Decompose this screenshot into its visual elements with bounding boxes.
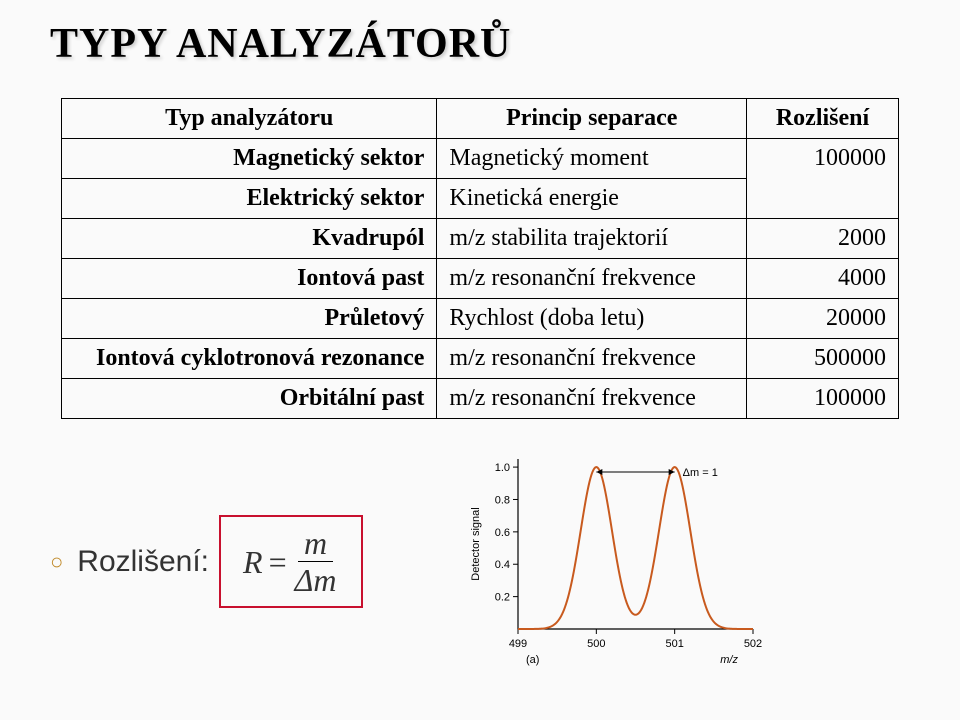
cell-principle: Magnetický moment: [437, 139, 747, 179]
bullet-label: Rozlišení:: [77, 545, 209, 579]
svg-text:0.2: 0.2: [494, 592, 509, 604]
svg-text:m/z: m/z: [720, 654, 738, 666]
equals-sign: =: [269, 546, 287, 578]
table-row: Magnetický sektor Magnetický moment 1000…: [62, 139, 899, 179]
cell-type: Průletový: [62, 299, 437, 339]
cell-principle: m/z resonanční frekvence: [437, 339, 747, 379]
svg-text:(a): (a): [526, 654, 539, 666]
svg-text:Detector signal: Detector signal: [470, 507, 482, 580]
svg-text:500: 500: [587, 638, 605, 650]
analyzer-table: Typ analyzátoru Princip separace Rozliše…: [61, 98, 899, 419]
table-row: Iontová past m/z resonanční frekvence 40…: [62, 259, 899, 299]
table-row: Orbitální past m/z resonanční frekvence …: [62, 379, 899, 419]
formula-denominator: Δm: [293, 562, 339, 596]
bullet-dot-icon: ○: [50, 549, 63, 575]
table-header-row: Typ analyzátoru Princip separace Rozliše…: [62, 99, 899, 139]
formula-lhs: R: [243, 546, 263, 578]
cell-type: Orbitální past: [62, 379, 437, 419]
table-row: Elektrický sektor Kinetická energie: [62, 179, 899, 219]
cell-resolution: 500000: [747, 339, 899, 379]
svg-text:502: 502: [743, 638, 761, 650]
formula-numerator: m: [298, 527, 333, 562]
svg-text:Δm = 1: Δm = 1: [682, 467, 717, 479]
svg-text:0.4: 0.4: [494, 559, 509, 571]
col-header-type: Typ analyzátoru: [62, 99, 437, 139]
cell-principle: Rychlost (doba letu): [437, 299, 747, 339]
cell-type: Iontová cyklotronová rezonance: [62, 339, 437, 379]
cell-principle: m/z resonanční frekvence: [437, 259, 747, 299]
peaks-chart-svg: 0.2 0.4 0.6 0.8 1.0 499 500 501 502 Detector sign…: [463, 449, 763, 669]
col-header-resolution: Rozlišení: [747, 99, 899, 139]
svg-text:501: 501: [665, 638, 683, 650]
table-row: Iontová cyklotronová rezonance m/z reson…: [62, 339, 899, 379]
cell-type: Kvadrupól: [62, 219, 437, 259]
page-title: TYPY ANALYZÁTORŮ: [50, 20, 910, 68]
cell-principle: m/z stabilita trajektorií: [437, 219, 747, 259]
cell-resolution: 100000: [747, 379, 899, 419]
cell-resolution: [747, 179, 899, 219]
table-row: Průletový Rychlost (doba letu) 20000: [62, 299, 899, 339]
cell-principle: Kinetická energie: [437, 179, 747, 219]
table-row: Kvadrupól m/z stabilita trajektorií 2000: [62, 219, 899, 259]
svg-text:1.0: 1.0: [494, 462, 509, 474]
cell-resolution: 4000: [747, 259, 899, 299]
resolution-chart: 0.2 0.4 0.6 0.8 1.0 499 500 501 502 Detector sign…: [463, 449, 763, 674]
svg-text:499: 499: [508, 638, 526, 650]
svg-text:0.6: 0.6: [494, 527, 509, 539]
cell-type: Iontová past: [62, 259, 437, 299]
cell-resolution: 2000: [747, 219, 899, 259]
formula-fraction: m Δm: [293, 527, 339, 596]
bottom-row: ○ Rozlišení: R = m Δm 0.2 0.4 0.6 0.8 1.0 499…: [50, 449, 910, 674]
cell-type: Elektrický sektor: [62, 179, 437, 219]
resolution-bullet: ○ Rozlišení: R = m Δm: [50, 515, 363, 608]
formula-box: R = m Δm: [219, 515, 362, 608]
cell-resolution: 100000: [747, 139, 899, 179]
cell-resolution: 20000: [747, 299, 899, 339]
col-header-principle: Princip separace: [437, 99, 747, 139]
cell-type: Magnetický sektor: [62, 139, 437, 179]
cell-principle: m/z resonanční frekvence: [437, 379, 747, 419]
svg-text:0.8: 0.8: [494, 494, 509, 506]
